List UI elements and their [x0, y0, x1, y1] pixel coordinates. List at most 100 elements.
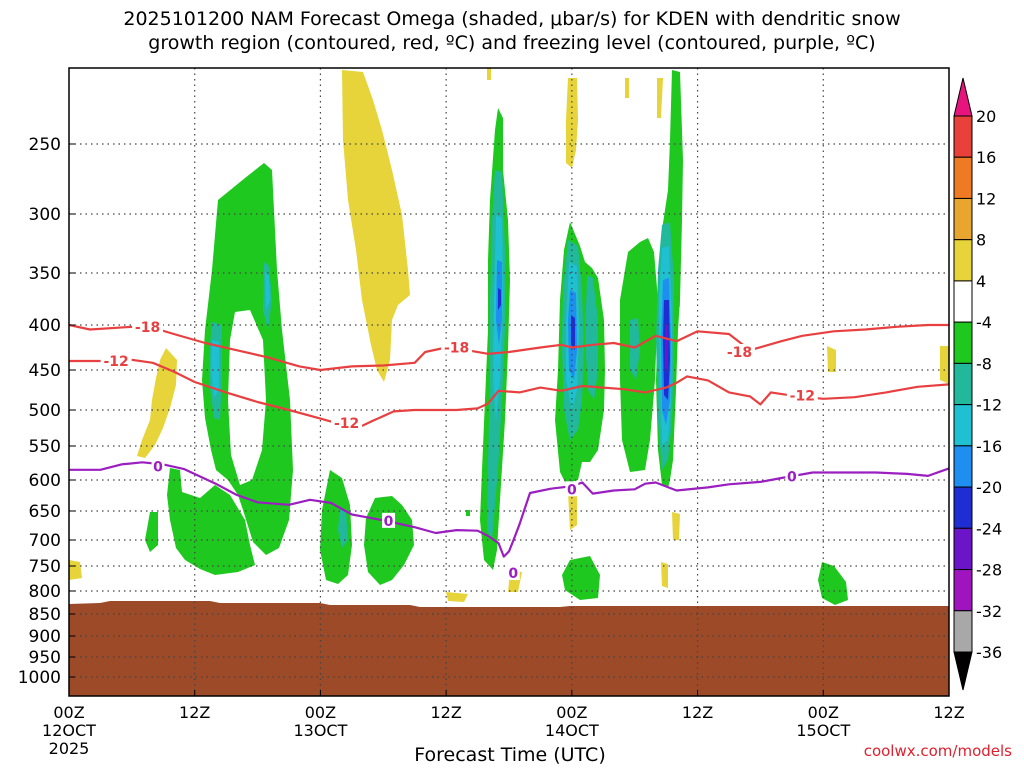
- contour-label: -12: [334, 416, 359, 432]
- omega-area: [211, 340, 219, 398]
- omega-area: [446, 592, 468, 602]
- y-tick-label: 450: [29, 361, 61, 381]
- colorbar-label: 12: [976, 189, 996, 208]
- x-tick-label: 00Z: [53, 703, 84, 722]
- omega-area: [137, 348, 177, 458]
- y-tick-label: 300: [29, 205, 61, 225]
- contour-label-background: [382, 512, 396, 528]
- omega-colorbar: 20 16 12 8 4 -4 -8 -12 -16 -20 -24 -28 -32 -36: [953, 77, 1002, 691]
- colorbar-swatch: [953, 569, 973, 612]
- y-tick-label: 700: [29, 531, 61, 551]
- contour-label-background: [100, 353, 132, 368]
- contour-label-background: [506, 565, 520, 580]
- x-tick-label: 12Z: [430, 703, 461, 722]
- y-tick-label: 900: [29, 627, 61, 647]
- contour-label: 0: [567, 482, 577, 498]
- freezing-level-contour: [69, 461, 949, 558]
- omega-area: [69, 560, 82, 580]
- x-tick-label: 14OCT: [545, 721, 599, 740]
- omega-area: [661, 562, 668, 588]
- omega-area: [167, 468, 255, 575]
- contour-label: -18: [727, 345, 752, 361]
- x-tick-label: 13OCT: [293, 721, 347, 740]
- x-tick-label: 00Z: [808, 703, 839, 722]
- colorbar-swatch: [953, 239, 973, 282]
- dendritic-growth-contour: [69, 323, 949, 372]
- chart-title-line-1: 2025101200 NAM Forecast Omega (shaded, μ…: [123, 8, 901, 30]
- colorbar-label: -32: [976, 602, 1002, 621]
- contour-labels: -18 -18 -18 -12 -12 -12 0 0 0 0 0: [100, 318, 818, 582]
- colorbar-swatch: [953, 156, 973, 199]
- omega-area: [585, 275, 598, 400]
- omega-area: [342, 70, 410, 382]
- y-tick-label: 850: [29, 605, 61, 625]
- omega-area: [562, 556, 600, 600]
- colorbar-swatch: [953, 115, 973, 158]
- colorbar-label: 4: [976, 272, 986, 291]
- omega-area: [657, 78, 663, 118]
- y-tick-label: 750: [29, 557, 61, 577]
- contour-label: -18: [444, 341, 469, 357]
- colorbar-label: -36: [976, 643, 1002, 662]
- colorbar-swatch: [953, 280, 973, 323]
- plot-frame: [68, 67, 950, 697]
- y-tick-label: 650: [29, 502, 61, 522]
- dendritic-growth-contour: [69, 357, 949, 427]
- omega-area: [827, 346, 836, 372]
- omega-area: [466, 510, 470, 516]
- omega-area: [818, 562, 848, 605]
- omega-shading: [69, 68, 949, 696]
- omega-area: [338, 508, 348, 548]
- contour-lines: [69, 323, 949, 577]
- omega-area: [568, 492, 577, 530]
- y-tick-label: 950: [29, 648, 61, 668]
- colorbar-label: -20: [976, 478, 1002, 497]
- contour-label: -12: [790, 389, 815, 405]
- colorbar-swatch: [953, 362, 973, 406]
- contour-label: 0: [508, 566, 518, 582]
- omega-area: [665, 325, 668, 370]
- omega-area: [940, 346, 949, 384]
- colorbar-label: -4: [976, 313, 992, 332]
- x-tick-label: 2025: [49, 739, 90, 758]
- contour-label-background: [565, 481, 579, 497]
- x-tick-label: 12Z: [933, 703, 964, 722]
- colorbar-swatch: [953, 651, 973, 691]
- y-tick-label: 250: [29, 135, 61, 155]
- x-axis-title: Forecast Time (UTC): [414, 744, 606, 766]
- omega-area: [145, 512, 158, 552]
- omega-area: [630, 318, 640, 380]
- pressure-axis: 2503003504004505005506006507007508008509…: [18, 135, 75, 688]
- y-tick-label: 400: [29, 316, 61, 336]
- omega-area: [265, 272, 270, 310]
- colorbar-swatch: [953, 486, 973, 529]
- contour-label-background: [151, 458, 165, 474]
- y-tick-label: 550: [29, 437, 61, 457]
- x-tick-label: 12Z: [179, 703, 210, 722]
- colorbar-swatch: [953, 527, 973, 571]
- credit-link[interactable]: coolwx.com/models: [863, 742, 1012, 760]
- x-tick-label: 15OCT: [796, 721, 850, 740]
- contour-label: 0: [787, 470, 797, 486]
- contour-label-background: [786, 387, 818, 403]
- contour-label-background: [723, 344, 755, 359]
- omega-area: [571, 315, 575, 350]
- y-tick-label: 350: [29, 264, 61, 284]
- omega-area: [202, 163, 293, 555]
- contour-label: 0: [384, 514, 394, 530]
- x-tick-label: 12OCT: [42, 721, 96, 740]
- colorbar-label: -16: [976, 437, 1002, 456]
- omega-area: [498, 288, 501, 310]
- colorbar-swatch: [953, 197, 973, 241]
- omega-area: [320, 470, 352, 584]
- gridlines: [69, 68, 949, 696]
- colorbar-label: -24: [976, 519, 1002, 538]
- contour-label-background: [331, 414, 363, 430]
- colorbar-swatch: [953, 610, 973, 653]
- below-ground-area: [69, 601, 949, 696]
- contour-label-background: [441, 339, 473, 355]
- colorbar-swatch: [953, 321, 973, 364]
- contour-label-background: [132, 318, 164, 334]
- omega-area: [672, 512, 680, 540]
